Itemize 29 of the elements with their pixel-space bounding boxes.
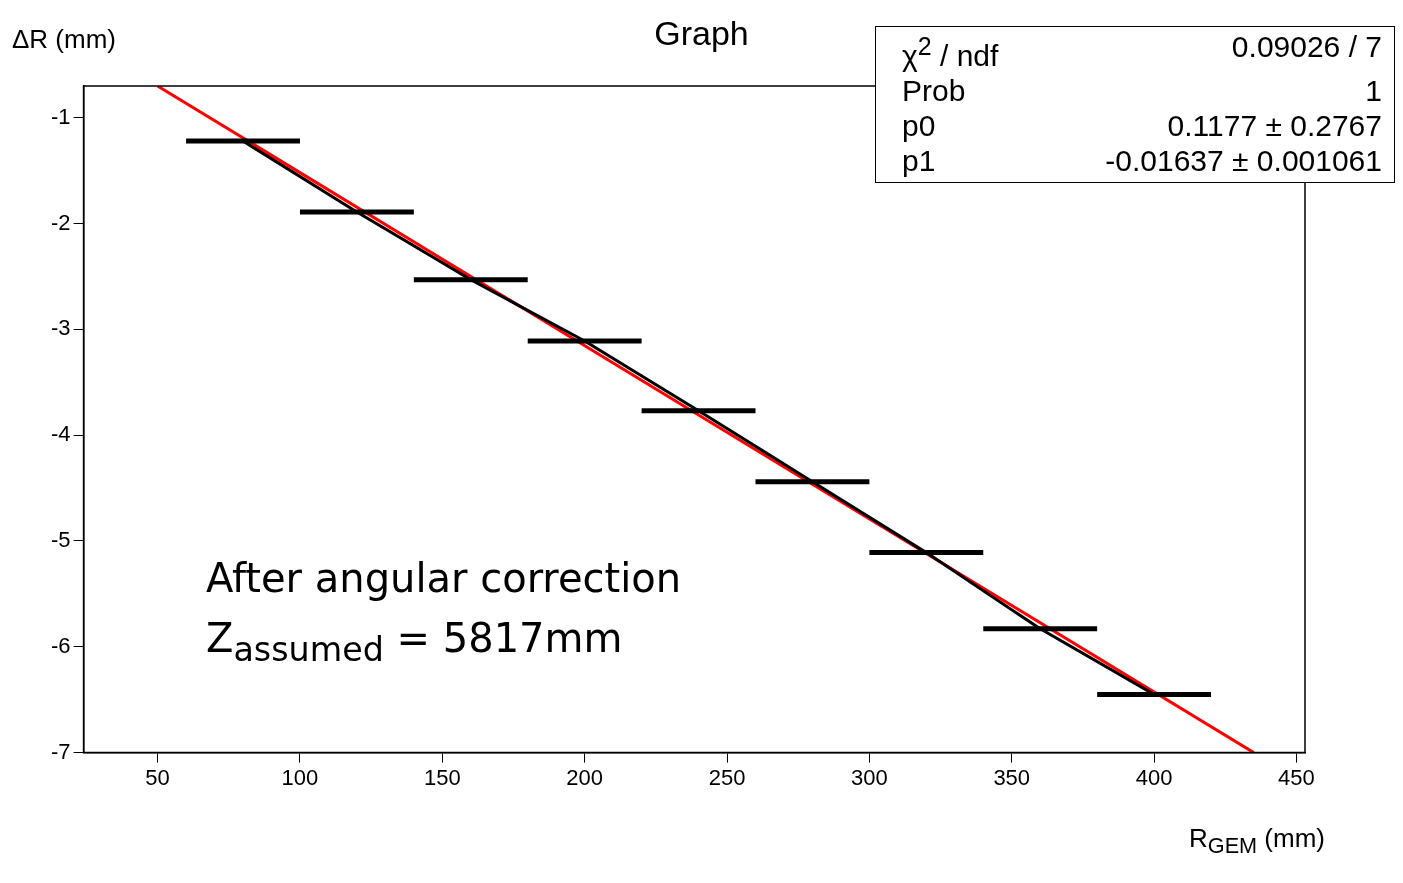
y-tick-label: -5 bbox=[51, 527, 71, 553]
y-axis-title: ΔR (mm) bbox=[12, 24, 116, 55]
y-tick-label: -2 bbox=[51, 209, 71, 235]
x-tick-label: 400 bbox=[1135, 764, 1173, 790]
text: 0.09026 / 7 bbox=[1231, 29, 1382, 65]
x-tick-label: 300 bbox=[851, 764, 888, 790]
y-tick-label: -1 bbox=[51, 103, 71, 129]
chart-title: Graph bbox=[654, 14, 749, 52]
annotation: Z$_{assumed}$ = 5817mm bbox=[206, 614, 624, 671]
x-tick-label: 250 bbox=[708, 764, 746, 790]
x-axis-title: R$_{GEM}$ (mm) bbox=[1189, 823, 1325, 860]
x-tick-label: 350 bbox=[993, 764, 1031, 790]
y-tick-label: -7 bbox=[51, 738, 71, 764]
annotation: Prob bbox=[902, 73, 966, 108]
y-tick-label: -6 bbox=[51, 632, 71, 658]
x-tick-label: 150 bbox=[423, 764, 461, 790]
annotation: -0.01637 ± 0.001061 bbox=[1105, 143, 1382, 178]
x-tick-label: 200 bbox=[566, 764, 604, 790]
annotation: p1 bbox=[902, 143, 936, 178]
x-tick-label: 450 bbox=[1278, 764, 1315, 790]
annotation: After angular correction bbox=[206, 554, 682, 603]
x-tick-label: 50 bbox=[145, 764, 170, 790]
x-tick-label: 100 bbox=[281, 764, 319, 790]
annotation: 0.1177 ± 0.2767 bbox=[1167, 108, 1382, 143]
text: 1 bbox=[1365, 73, 1382, 108]
annotation: p0 bbox=[902, 108, 936, 143]
y-tick-label: -3 bbox=[51, 315, 71, 341]
text: χ$^{2}$ / ndf bbox=[902, 31, 999, 73]
y-tick-label: -4 bbox=[51, 421, 71, 447]
